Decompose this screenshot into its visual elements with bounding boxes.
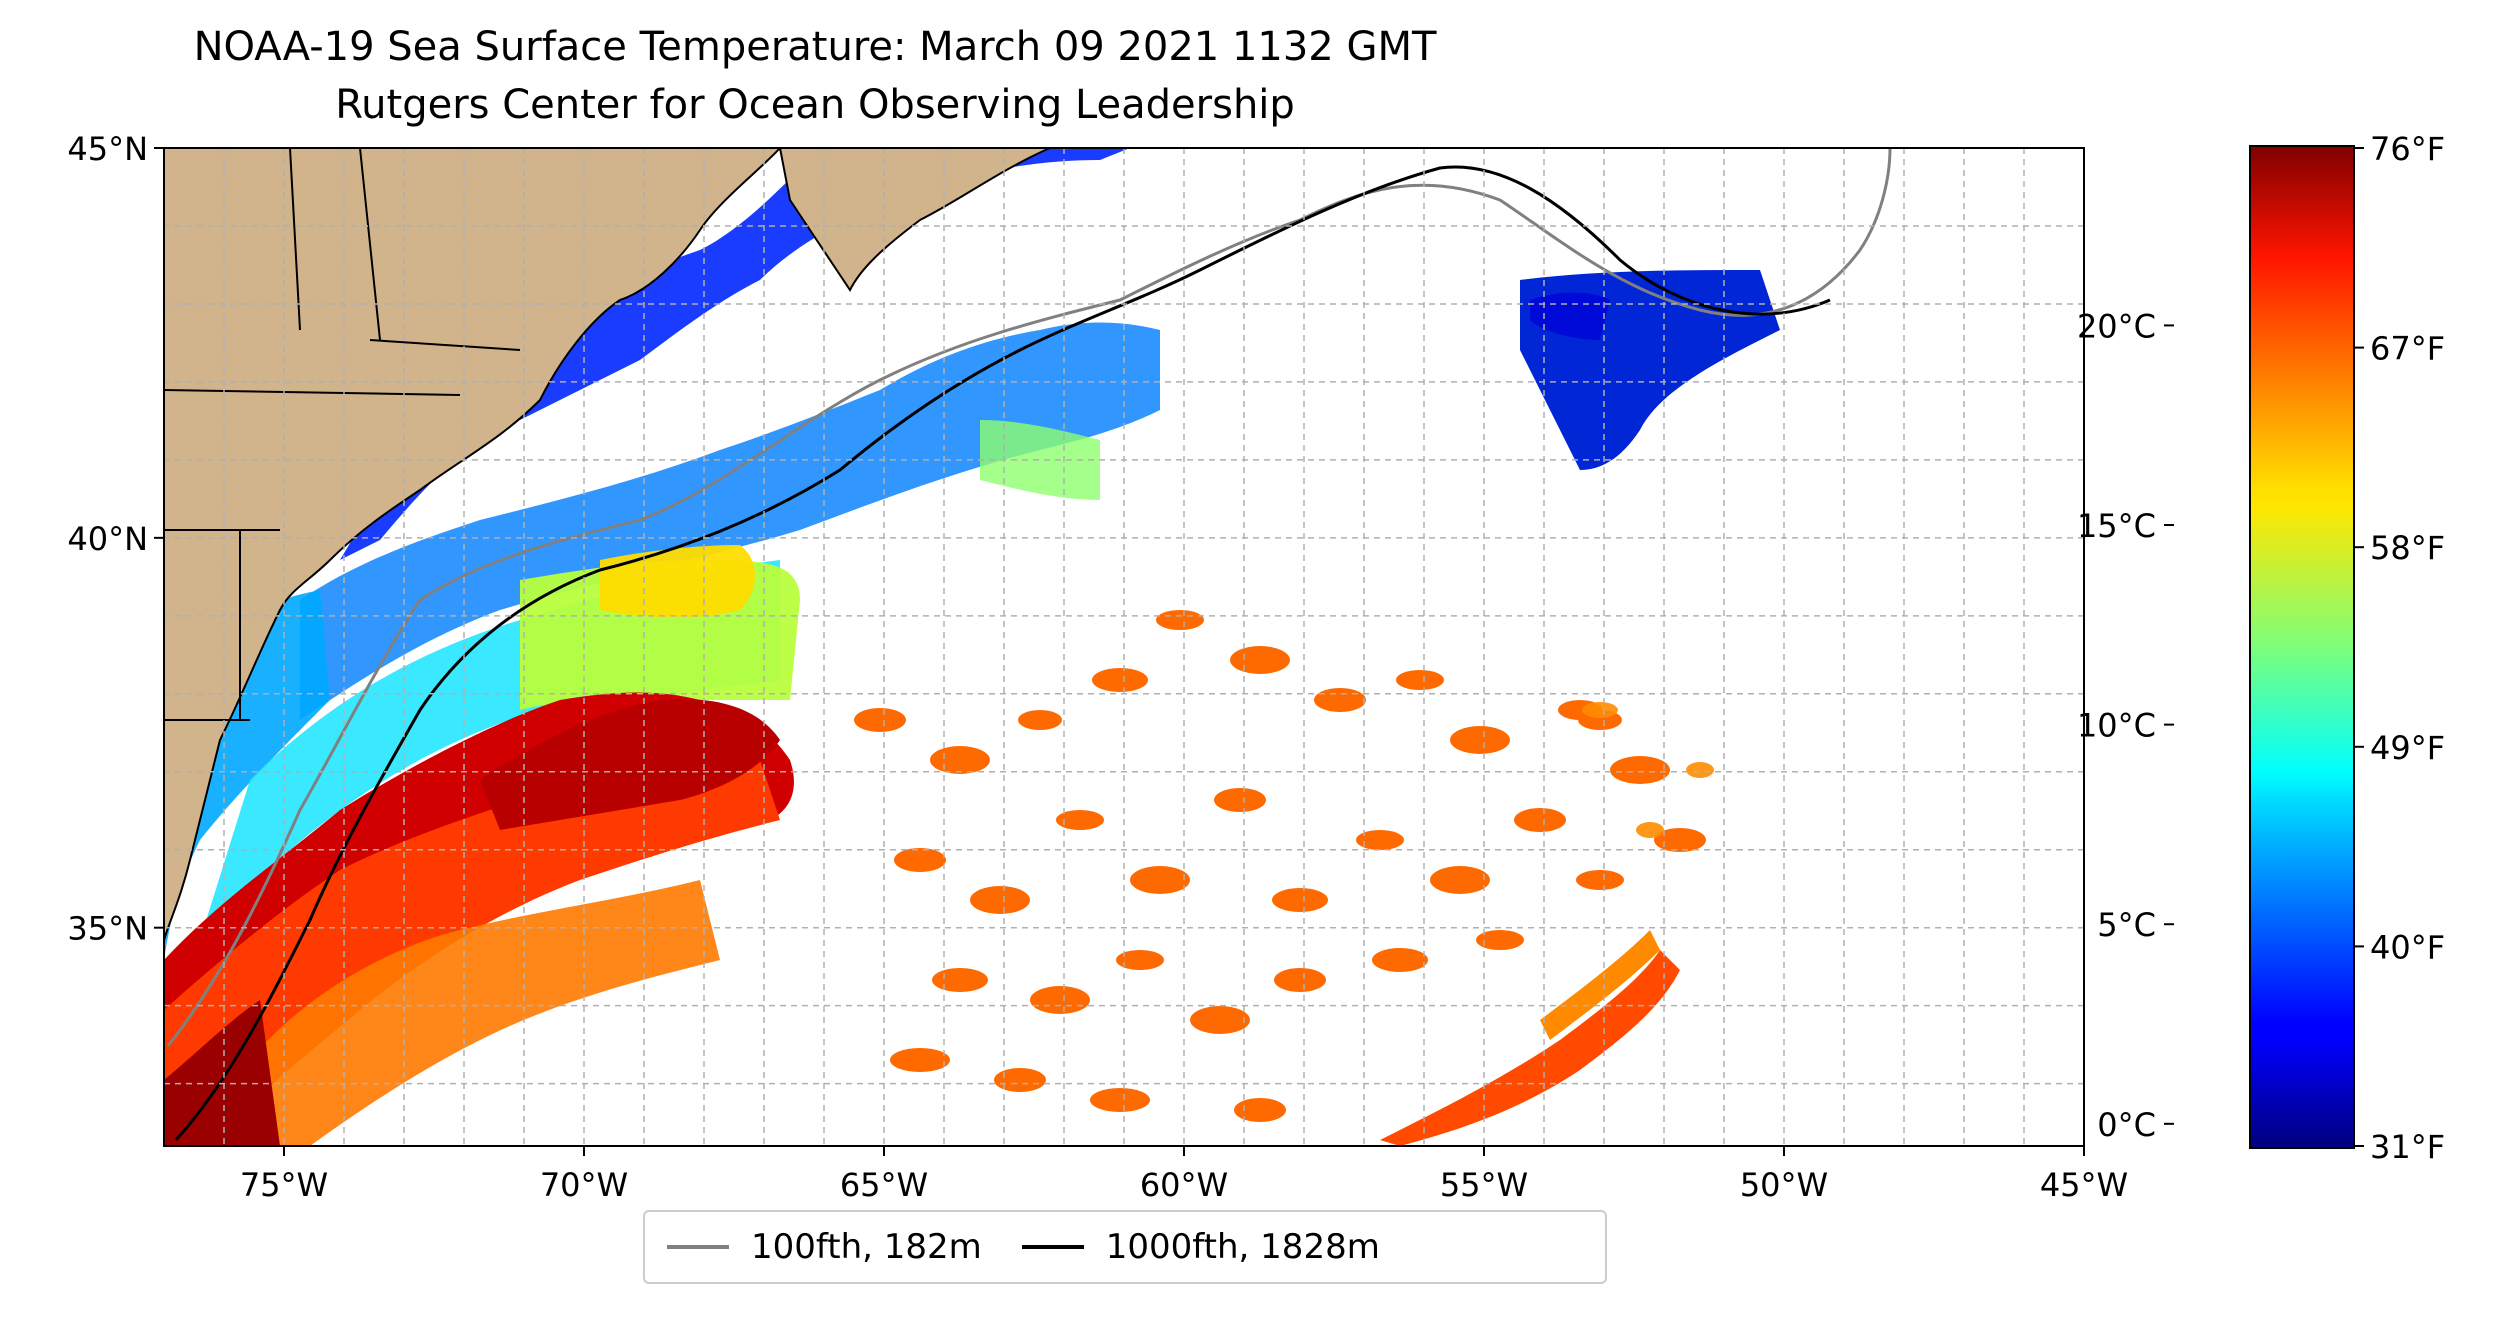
colorbar-f-tick-label: 49°F <box>2370 729 2445 767</box>
map-frame <box>163 147 2085 1147</box>
legend-item-1000fth: 1000fth, 1828m <box>1021 1227 1380 1267</box>
colorbar: 76°F 67°F 58°F 49°F 40°F 31°F 20°C 15°C 10°C 5°C 0… <box>2077 130 2445 1166</box>
colorbar-gradient <box>2249 145 2355 1149</box>
land-mass <box>164 148 782 941</box>
x-tick-label: 55°W <box>1440 1166 1528 1204</box>
legend-item-100fth: 100fth, 182m <box>667 1227 982 1267</box>
colorbar-f-tick-label: 67°F <box>2370 330 2445 368</box>
colorbar-f-tick-label: 40°F <box>2370 928 2445 966</box>
x-tick-label: 75°W <box>240 1166 328 1204</box>
chart-title: NOAA-19 Sea Surface Temperature: March 0… <box>193 24 1437 70</box>
map-area <box>164 148 2084 1146</box>
legend-swatch-1000fth <box>1021 1245 1084 1249</box>
colorbar-ticks: 76°F 67°F 58°F 49°F 40°F 31°F 20°C 15°C 10°C 5°C 0… <box>2077 130 2445 1166</box>
colorbar-c-tick-label: 20°C <box>2077 307 2156 345</box>
isobath-1000fth <box>174 165 1831 1142</box>
colorbar-f-tick-label: 76°F <box>2370 130 2445 168</box>
colorbar-f-tick-label: 58°F <box>2370 529 2445 567</box>
isobath-100fth <box>166 148 1892 1047</box>
x-tick-label: 60°W <box>1140 1166 1228 1204</box>
x-tick-label: 50°W <box>1740 1166 1828 1204</box>
legend-swatch-100fth <box>667 1245 729 1249</box>
map-axis-ticks: 75°W 70°W 65°W 60°W 55°W 50°W 45°W 45°N 40°N 35°N <box>67 130 2128 1204</box>
sst-field <box>164 148 1780 1146</box>
chart-subtitle: Rutgers Center for Ocean Observing Leade… <box>335 82 1295 128</box>
colorbar-c-tick-label: 15°C <box>2077 507 2156 545</box>
colorbar-f-tick-label: 31°F <box>2370 1128 2445 1166</box>
legend: 100fth, 182m 1000fth, 1828m <box>643 1210 1607 1284</box>
legend-label-1000fth: 1000fth, 1828m <box>1105 1227 1380 1267</box>
colorbar-c-tick-label: 5°C <box>2097 906 2156 944</box>
y-tick-label: 40°N <box>67 520 148 558</box>
y-tick-label: 45°N <box>67 130 148 168</box>
x-tick-label: 45°W <box>2040 1166 2128 1204</box>
y-tick-label: 35°N <box>67 910 148 948</box>
x-tick-label: 70°W <box>540 1166 628 1204</box>
x-tick-label: 65°W <box>840 1166 928 1204</box>
colorbar-c-tick-label: 0°C <box>2097 1106 2156 1144</box>
legend-label-100fth: 100fth, 182m <box>751 1227 982 1267</box>
colorbar-c-tick-label: 10°C <box>2077 707 2156 745</box>
gridlines <box>164 148 2084 1146</box>
